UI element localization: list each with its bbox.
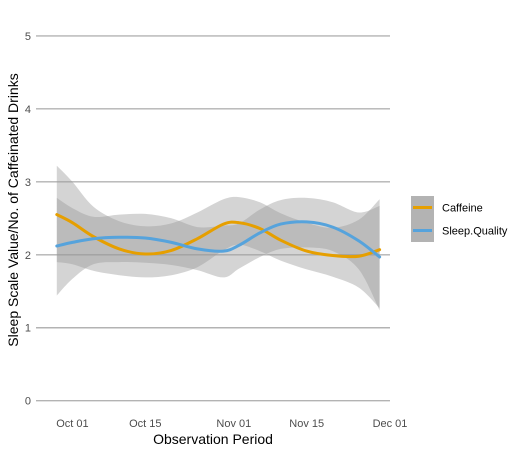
gridlines: [36, 35, 390, 402]
x-axis-ticks: Oct 01 Oct 15 Nov 01 Nov 15 Dec 01: [56, 418, 407, 430]
confidence-bands: [56, 165, 380, 311]
x-tick-label: Nov 15: [289, 418, 324, 430]
y-axis-title: Sleep Scale Value/No. of Caffeinated Dri…: [5, 73, 21, 346]
y-tick-label: 0: [25, 396, 31, 408]
series-lines: [55, 213, 382, 259]
legend: Caffeine Sleep.Quality: [411, 196, 508, 242]
legend-label-0: Caffeine: [442, 203, 483, 215]
series-line-1: [55, 220, 382, 259]
y-tick-label: 4: [25, 104, 31, 116]
series-line-0: [55, 213, 382, 259]
y-tick-label: 5: [25, 31, 31, 43]
x-axis-title: Observation Period: [153, 431, 273, 447]
y-tick-label: 3: [25, 177, 31, 189]
confidence-band-1: [56, 197, 380, 311]
x-tick-label: Oct 01: [56, 418, 88, 430]
x-tick-label: Dec 01: [373, 418, 408, 430]
y-axis-ticks: 0 1 2 3 4 5: [25, 31, 31, 408]
confidence-band-0: [56, 165, 380, 308]
y-tick-label: 2: [25, 250, 31, 262]
y-tick-label: 1: [25, 323, 31, 335]
x-tick-label: Oct 15: [129, 418, 161, 430]
legend-label-1: Sleep.Quality: [442, 226, 508, 238]
x-tick-label: Nov 01: [216, 418, 251, 430]
